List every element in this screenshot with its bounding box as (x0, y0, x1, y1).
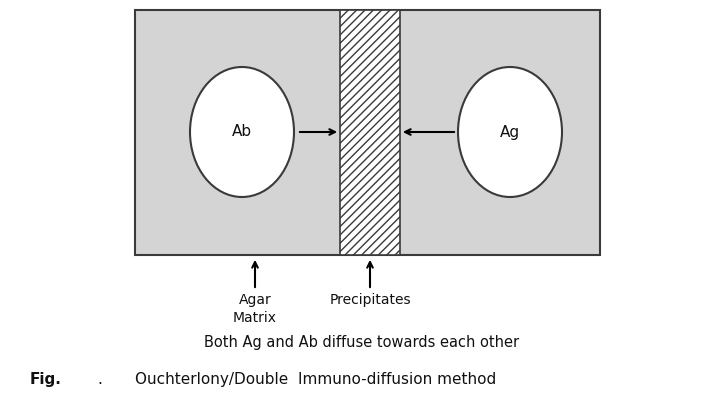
Ellipse shape (458, 67, 562, 197)
Ellipse shape (190, 67, 294, 197)
Text: Ouchterlony/Double  Immuno-diffusion method: Ouchterlony/Double Immuno-diffusion meth… (135, 372, 496, 387)
Text: Ag: Ag (500, 124, 520, 140)
Text: .: . (98, 372, 102, 387)
Text: Ab: Ab (232, 124, 252, 140)
Bar (135, 10, 600, 255)
Bar (340, 10, 400, 255)
Text: Precipitates: Precipitates (329, 293, 411, 307)
Text: Fig.: Fig. (30, 372, 62, 387)
Text: Both Ag and Ab diffuse towards each other: Both Ag and Ab diffuse towards each othe… (204, 335, 520, 350)
Text: Agar
Matrix: Agar Matrix (233, 293, 277, 326)
